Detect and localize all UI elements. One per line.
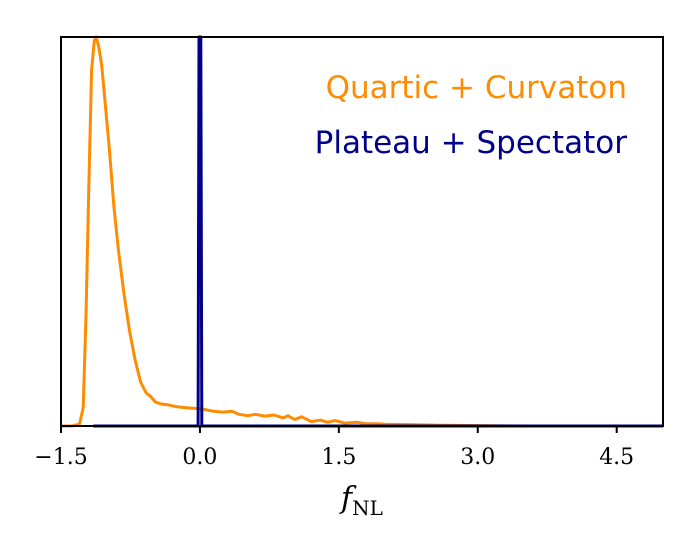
x-tick-label: 1.5 <box>321 445 356 470</box>
x-tick-label: 4.5 <box>599 445 634 470</box>
legend-label-1: Plateau + Spectator <box>315 125 628 161</box>
x-axis-title: fNL <box>339 481 383 520</box>
legend: Quartic + Curvaton Plateau + Spectator <box>315 70 628 161</box>
legend-label-0: Quartic + Curvaton <box>326 70 627 106</box>
plot-frame <box>60 36 664 427</box>
x-axis-ticks: −1.5 0.0 1.5 3.0 4.5 <box>34 426 634 470</box>
x-tick-label: −1.5 <box>34 445 87 470</box>
series-line-0 <box>61 35 663 428</box>
x-tick-label: 0.0 <box>182 445 217 470</box>
x-tick-label: 3.0 <box>460 445 495 470</box>
